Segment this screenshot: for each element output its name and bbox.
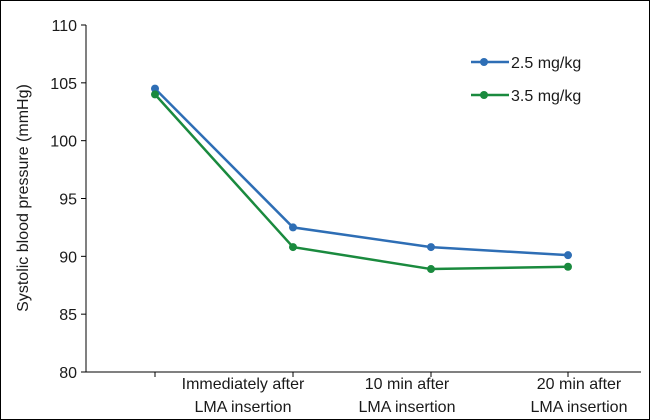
x-tick-label: LMA insertion xyxy=(531,399,628,416)
x-tick-label: 10 min after xyxy=(365,376,450,393)
y-tick-label: 100 xyxy=(50,134,77,151)
data-point xyxy=(564,262,572,271)
x-tick-label: LMA insertion xyxy=(359,399,456,416)
series-layer xyxy=(151,84,572,274)
legend-swatch-marker xyxy=(480,58,488,66)
legend-label: 2.5 mg/kg xyxy=(511,55,581,72)
series-line-1 xyxy=(154,87,569,257)
y-tick-label: 95 xyxy=(59,192,77,209)
legend: 2.5 mg/kg 3.5 mg/kg xyxy=(471,55,581,105)
y-tick-label: 90 xyxy=(59,249,77,266)
data-point xyxy=(289,243,297,252)
legend-label: 3.5 mg/kg xyxy=(511,88,581,105)
data-point xyxy=(427,265,435,274)
y-tick-group: 80 85 90 95 100 105 110 xyxy=(50,18,86,382)
y-axis-title: Systolic blood pressure (mmHg) xyxy=(15,84,32,312)
data-point xyxy=(427,243,435,252)
data-point xyxy=(564,251,572,260)
data-point xyxy=(151,90,159,99)
series-line-2 xyxy=(154,93,569,271)
data-point xyxy=(289,223,297,232)
y-tick-label: 110 xyxy=(51,18,77,35)
data-point xyxy=(151,84,159,93)
x-tick-label: 20 min after xyxy=(537,376,622,393)
y-tick-label: 85 xyxy=(59,307,77,324)
y-tick-label: 80 xyxy=(59,365,77,382)
x-tick-label: LMA insertion xyxy=(195,399,292,416)
legend-swatch-marker xyxy=(480,91,488,99)
y-tick-label: 105 xyxy=(50,76,77,93)
x-tick-group: Immediately after LMA insertion 10 min aft… xyxy=(154,372,628,416)
x-tick-label: Immediately after xyxy=(182,376,305,393)
